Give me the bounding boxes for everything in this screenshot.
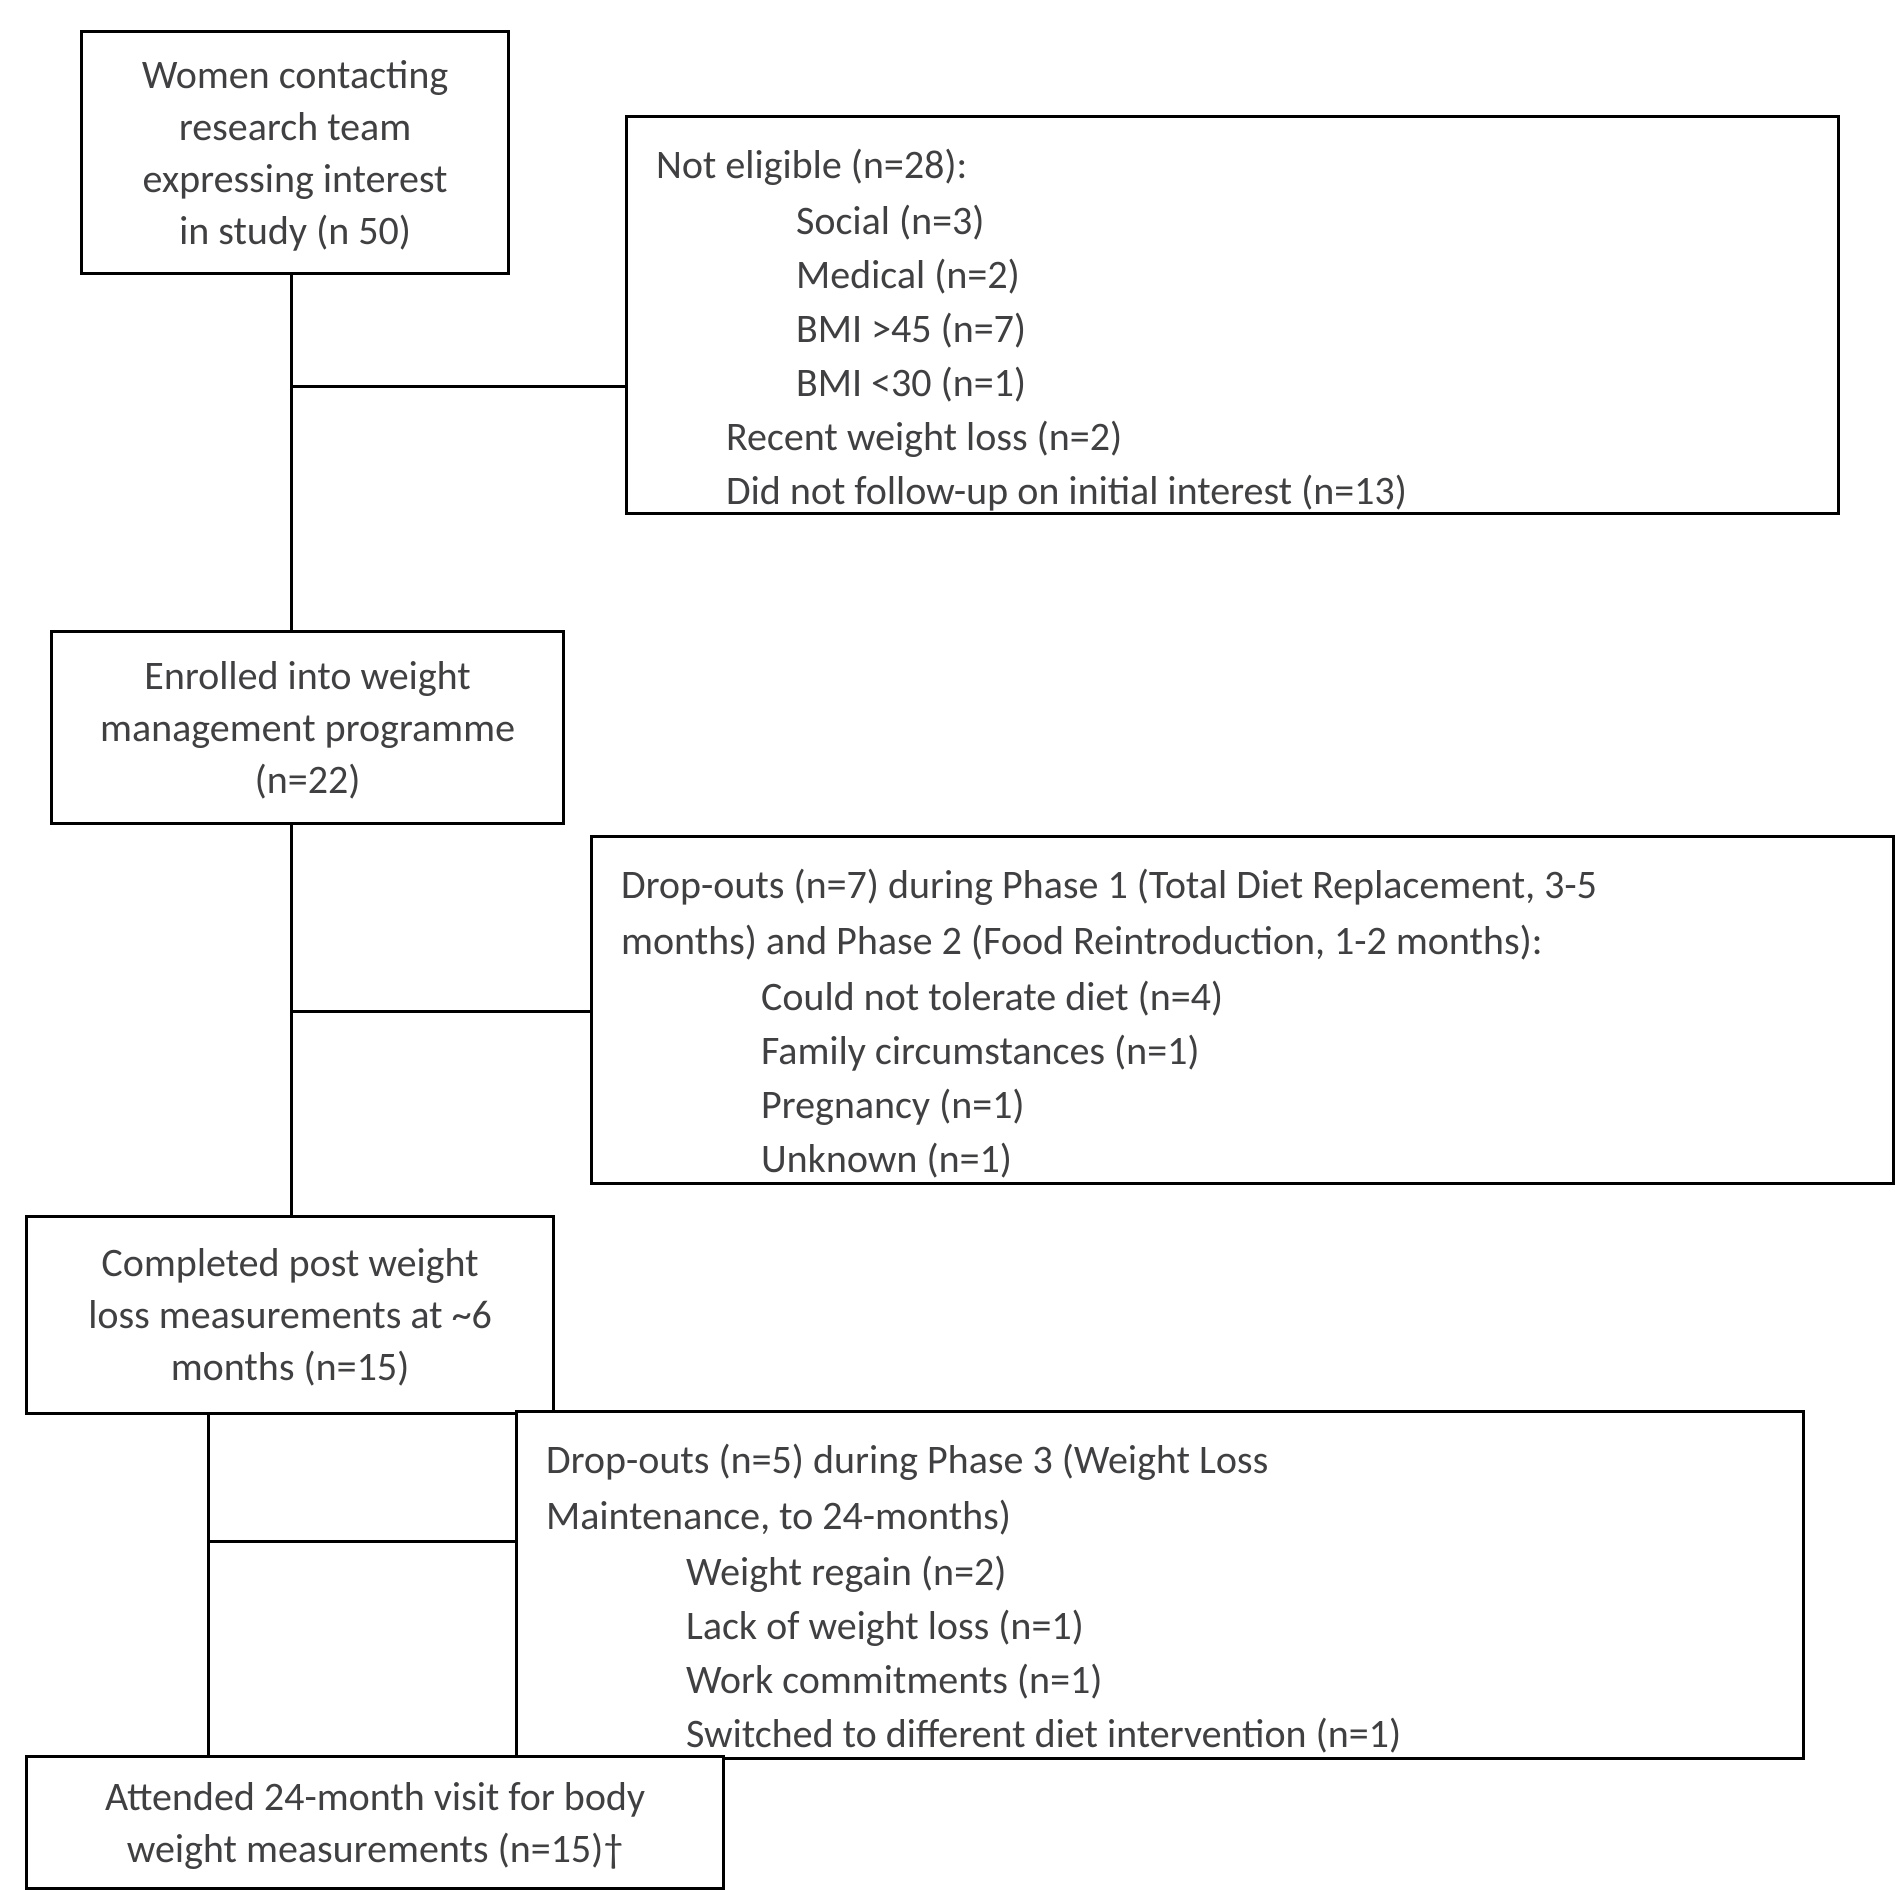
box1-line4: in study (n 50) [179, 205, 411, 257]
info-dropouts-phase12: Drop-outs (n=7) during Phase 1 (Total Di… [590, 835, 1895, 1185]
box-attended-24mo: Attended 24-month visit for body weight … [25, 1755, 725, 1890]
info1-item-3: BMI <30 (n=1) [656, 356, 1809, 410]
box-enrolled: Enrolled into weight management programm… [50, 630, 565, 825]
box1-line2: research team [179, 101, 411, 153]
info1-item-5: Did not follow-up on initial interest (n… [656, 464, 1809, 518]
connector-h2 [290, 1010, 590, 1013]
info1-item-1: Medical (n=2) [656, 248, 1809, 302]
info2-item-3: Unknown (n=1) [621, 1132, 1864, 1186]
info3-item-1: Lack of weight loss (n=1) [546, 1599, 1774, 1653]
info3-item-2: Work commitments (n=1) [546, 1653, 1774, 1707]
connector-v3 [207, 1415, 210, 1755]
box1-line1: Women contacting [142, 49, 448, 101]
info3-item-3: Switched to different diet intervention … [546, 1707, 1774, 1761]
info-dropouts-phase3: Drop-outs (n=5) during Phase 3 (Weight L… [515, 1410, 1805, 1760]
box3-line1: Completed post weight [101, 1237, 478, 1289]
participant-flowchart: Women contacting research team expressin… [20, 20, 1879, 1855]
connector-v1 [290, 275, 293, 630]
connector-h1 [290, 385, 625, 388]
info3-title-line1: Drop-outs (n=5) during Phase 3 (Weight L… [546, 1433, 1774, 1487]
box4-line2: weight measurements (n=15)† [127, 1823, 623, 1875]
info1-item-2: BMI >45 (n=7) [656, 302, 1809, 356]
box2-line2: management programme [100, 702, 515, 754]
info3-item-0: Weight regain (n=2) [546, 1545, 1774, 1599]
info2-title-line1: Drop-outs (n=7) during Phase 1 (Total Di… [621, 858, 1864, 912]
box3-line2: loss measurements at ~6 [88, 1289, 492, 1341]
info1-title: Not eligible (n=28): [656, 138, 1809, 192]
box2-line1: Enrolled into weight [144, 650, 470, 702]
box2-line3: (n=22) [255, 754, 361, 806]
info2-item-2: Pregnancy (n=1) [621, 1078, 1864, 1132]
connector-h3 [207, 1540, 515, 1543]
box1-line3: expressing interest [143, 153, 448, 205]
box3-line3: months (n=15) [171, 1341, 410, 1393]
info2-title-line2: months) and Phase 2 (Food Reintroduction… [621, 914, 1864, 968]
connector-v2 [290, 825, 293, 1215]
box-completed-6mo: Completed post weight loss measurements … [25, 1215, 555, 1415]
info1-item-4: Recent weight loss (n=2) [656, 410, 1809, 464]
info-not-eligible: Not eligible (n=28): Social (n=3) Medica… [625, 115, 1840, 515]
box4-line1: Attended 24-month visit for body [105, 1771, 645, 1823]
box-initial-contact: Women contacting research team expressin… [80, 30, 510, 275]
info2-item-0: Could not tolerate diet (n=4) [621, 970, 1864, 1024]
info3-title-line2: Maintenance, to 24-months) [546, 1489, 1774, 1543]
info1-item-0: Social (n=3) [656, 194, 1809, 248]
info2-item-1: Family circumstances (n=1) [621, 1024, 1864, 1078]
